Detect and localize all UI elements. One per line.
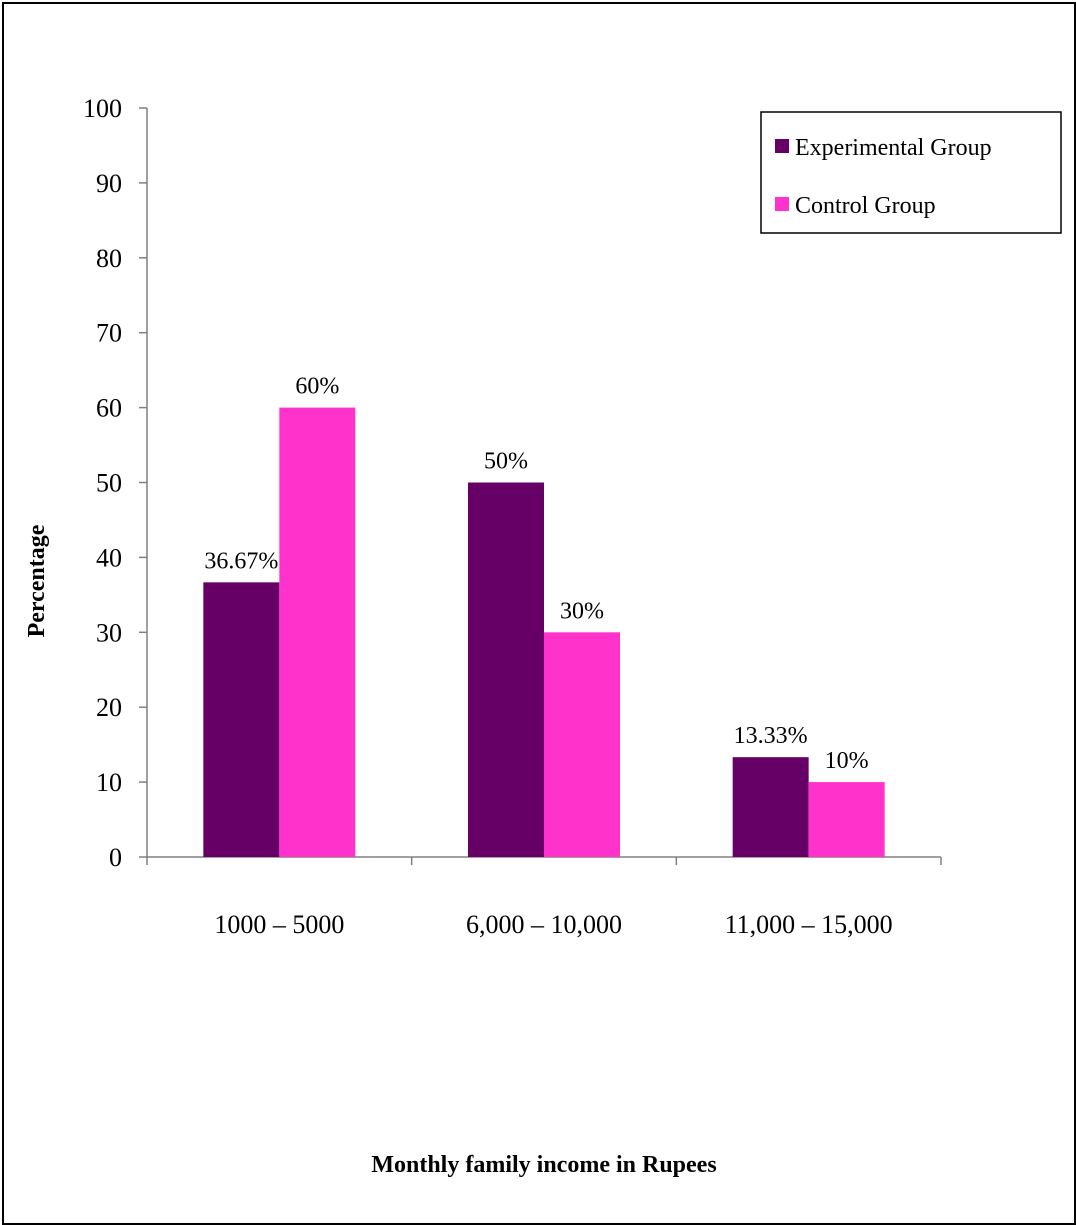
bar-value-label: 30% — [560, 598, 604, 624]
bar — [279, 407, 356, 857]
x-tick-label: 1000 – 5000 — [214, 910, 344, 939]
y-tick-label: 20 — [96, 693, 122, 722]
bar — [544, 632, 620, 857]
bar-value-label: 60% — [295, 374, 339, 400]
legend-box — [760, 111, 1062, 234]
legend-label-control: Control Group — [795, 193, 936, 219]
bar-labels: 36.67% 60% 50% 30% 13.33% 10% — [204, 374, 868, 774]
bar — [203, 582, 280, 857]
y-tick-label: 30 — [96, 618, 122, 647]
legend-swatch-experimental — [775, 139, 789, 153]
y-tick-label: 40 — [96, 543, 122, 572]
x-axis-label: Monthly family income in Rupees — [371, 1152, 716, 1178]
bar — [808, 782, 885, 857]
bar-value-label: 50% — [484, 449, 528, 475]
bar — [468, 482, 544, 857]
legend-swatch-control — [775, 197, 789, 211]
bars — [203, 407, 885, 857]
y-tick-label: 0 — [109, 843, 122, 872]
bar-value-label: 13.33% — [734, 723, 808, 749]
y-tick-label: 60 — [96, 394, 122, 423]
y-tick-label: 50 — [96, 469, 122, 498]
x-tick-label: 6,000 – 10,000 — [466, 910, 622, 939]
bar-value-label: 36.67% — [204, 548, 278, 574]
bar-value-label: 10% — [825, 748, 869, 774]
y-tick-label: 80 — [96, 244, 122, 273]
bar — [732, 757, 809, 857]
y-tick-label: 70 — [96, 319, 122, 348]
legend-label-experimental: Experimental Group — [795, 135, 992, 161]
y-axis-label: Percentage — [24, 524, 50, 637]
y-axis: 0 10 20 30 40 50 60 70 80 90 100 — [83, 94, 148, 872]
y-tick-label: 10 — [96, 768, 122, 797]
y-tick-label: 100 — [83, 94, 122, 123]
y-tick-label: 90 — [96, 169, 122, 198]
legend: Experimental Group Control Group — [760, 111, 1062, 234]
x-tick-label: 11,000 – 15,000 — [725, 910, 893, 939]
x-axis: 1000 – 5000 6,000 – 10,000 11,000 – 15,000 — [146, 856, 942, 939]
